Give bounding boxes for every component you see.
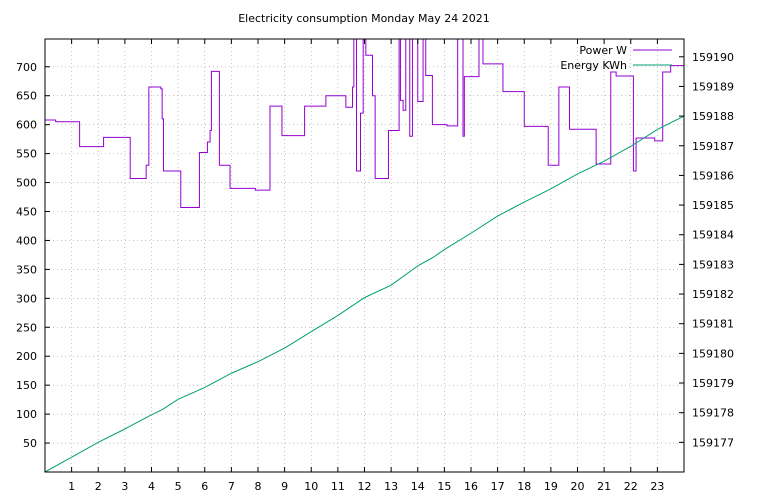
y-left-tick-label: 600: [16, 119, 37, 132]
x-tick-label: 23: [650, 480, 664, 493]
x-tick-label: 10: [304, 480, 318, 493]
x-tick-label: 15: [437, 480, 451, 493]
x-tick-label: 1: [68, 480, 75, 493]
y-right-tick-label: 159181: [692, 318, 734, 331]
y-left-tick-label: 300: [16, 292, 37, 305]
y-right-tick-label: 159185: [692, 199, 734, 212]
x-tick-label: 20: [571, 480, 585, 493]
x-tick-label: 16: [464, 480, 478, 493]
y-right-tick-label: 159184: [692, 229, 734, 242]
y-right-tick-label: 159178: [692, 407, 734, 420]
y-left-tick-label: 50: [23, 437, 37, 450]
y-left-tick-label: 550: [16, 148, 37, 161]
y-left-tick-label: 350: [16, 263, 37, 276]
y-left-tick-label: 450: [16, 206, 37, 219]
x-tick-label: 14: [411, 480, 425, 493]
y-right-tick-label: 159187: [692, 140, 734, 153]
y-right-tick-label: 159180: [692, 347, 734, 360]
x-tick-label: 8: [255, 480, 262, 493]
y-right-tick-label: 159186: [692, 169, 734, 182]
x-tick-label: 9: [281, 480, 288, 493]
chart-title: Electricity consumption Monday May 24 20…: [238, 12, 490, 25]
y-left-tick-label: 700: [16, 61, 37, 74]
x-tick-label: 21: [597, 480, 611, 493]
tick-layer: 1 2 3 4 5 6 7 8 9 10 11 12 13 14 15 16 17 18 19 20 21 22 23501…: [16, 39, 734, 493]
x-tick-label: 19: [544, 480, 558, 493]
x-tick-label: 11: [331, 480, 345, 493]
y-left-tick-label: 500: [16, 177, 37, 190]
grid-layer: [45, 39, 684, 472]
legend-label-2: Energy KWh: [560, 59, 627, 72]
y-right-tick-label: 159177: [692, 436, 734, 449]
y-right-tick-label: 159179: [692, 377, 734, 390]
y-right-tick-label: 159182: [692, 288, 734, 301]
legend-label-1: Power W: [579, 44, 627, 57]
y-left-tick-label: 200: [16, 350, 37, 363]
y-right-tick-label: 159188: [692, 110, 734, 123]
x-tick-label: 12: [358, 480, 372, 493]
y-left-tick-label: 150: [16, 379, 37, 392]
y-left-tick-label: 400: [16, 234, 37, 247]
x-tick-label: 4: [148, 480, 155, 493]
x-tick-label: 18: [517, 480, 531, 493]
x-tick-label: 5: [175, 480, 182, 493]
y-left-tick-label: 650: [16, 90, 37, 103]
y-right-tick-label: 159189: [692, 80, 734, 93]
x-tick-label: 3: [121, 480, 128, 493]
legend: Power W Energy KWh: [560, 44, 672, 72]
x-tick-label: 7: [228, 480, 235, 493]
y-right-tick-label: 159190: [692, 51, 734, 64]
series-line-2: [45, 115, 684, 472]
series-line-1: [45, 39, 684, 208]
x-tick-label: 2: [95, 480, 102, 493]
y-left-tick-label: 250: [16, 321, 37, 334]
x-tick-label: 6: [201, 480, 208, 493]
y-left-tick-label: 100: [16, 408, 37, 421]
x-tick-label: 17: [491, 480, 505, 493]
series-layer: [45, 39, 684, 472]
x-tick-label: 22: [624, 480, 638, 493]
y-right-tick-label: 159183: [692, 258, 734, 271]
x-tick-label: 13: [384, 480, 398, 493]
